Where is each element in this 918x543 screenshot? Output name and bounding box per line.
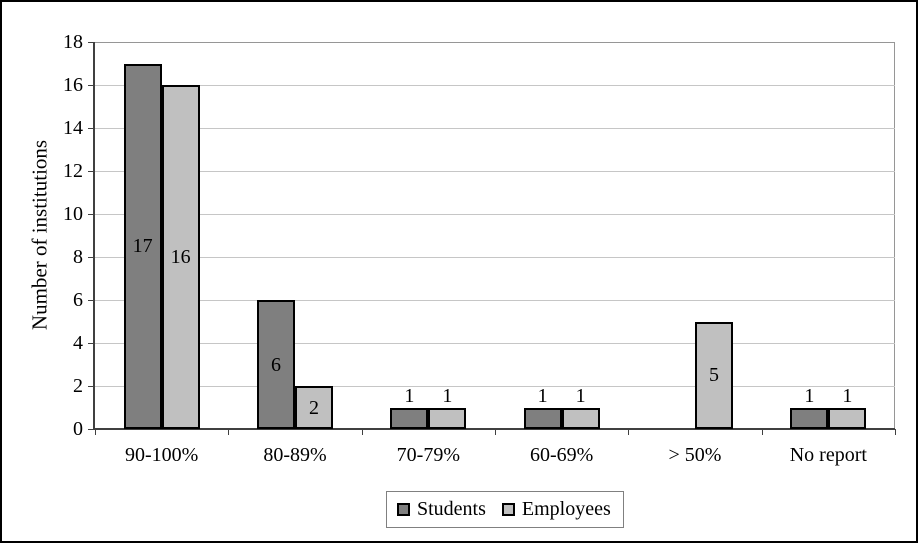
x-tick — [495, 429, 496, 435]
y-tick — [88, 342, 95, 344]
legend-swatch-employees — [501, 502, 515, 516]
x-category-label: > 50% — [668, 444, 722, 466]
y-tick — [88, 84, 95, 86]
bar-value-label: 1 — [804, 384, 815, 407]
legend-entry-employees: Employees — [501, 497, 611, 521]
bar-employees — [695, 321, 733, 429]
y-tick — [88, 127, 95, 129]
bar-employees — [428, 407, 467, 429]
bar-value-label: 5 — [709, 364, 719, 387]
y-tick-label: 8 — [73, 246, 83, 268]
y-tick-label: 2 — [73, 375, 83, 397]
y-tick — [88, 299, 95, 301]
y-tick-label: 0 — [73, 418, 83, 440]
y-tick — [88, 385, 95, 387]
x-category-label: 90-100% — [125, 444, 199, 466]
bar-students — [790, 407, 829, 429]
bar-value-label: 6 — [271, 353, 281, 376]
gridline — [95, 127, 895, 129]
y-tick — [88, 213, 95, 215]
y-axis-line — [93, 42, 95, 429]
x-tick — [95, 429, 96, 435]
bar-value-label: 1 — [842, 384, 853, 407]
gridline — [95, 385, 895, 387]
bar-students — [523, 407, 562, 429]
y-tick — [88, 41, 95, 43]
bar-value-label: 2 — [309, 396, 319, 419]
x-category-label: 60-69% — [530, 444, 594, 466]
legend: Students Employees — [386, 491, 624, 528]
bar-students — [390, 407, 429, 429]
plot-border-right — [894, 42, 895, 429]
x-tick — [361, 429, 363, 435]
gridline — [95, 299, 895, 301]
y-tick — [88, 170, 95, 172]
bar-value-label: 17 — [132, 235, 153, 258]
y-tick — [88, 428, 95, 430]
y-tick-label: 16 — [63, 74, 83, 96]
x-category-label: 80-89% — [263, 444, 327, 466]
y-tick-label: 14 — [63, 117, 83, 139]
x-axis-line — [93, 428, 895, 430]
gridline — [95, 213, 895, 215]
bar-students — [257, 300, 295, 429]
x-tick — [761, 429, 763, 435]
bar-employees — [828, 407, 867, 429]
bar-employees — [161, 85, 200, 429]
plot-area: 17 6 1 1 1 16 2 1 1 5 1 — [93, 42, 895, 430]
plot-border-top — [95, 42, 895, 43]
gridline — [95, 170, 895, 172]
y-tick-label: 10 — [63, 203, 83, 225]
x-category-label: 70-79% — [396, 444, 460, 466]
bar-employees — [295, 386, 333, 429]
bar-value-label: 16 — [170, 246, 191, 268]
gridline — [95, 256, 895, 258]
y-tick-label: 18 — [63, 31, 83, 53]
x-category-label: No report — [789, 444, 867, 466]
gridline — [95, 84, 895, 86]
x-tick — [628, 429, 630, 435]
gridline — [95, 342, 895, 344]
bar-employees — [561, 407, 600, 429]
bar-value-label: 1 — [442, 384, 453, 407]
legend-label: Students — [417, 498, 486, 520]
y-tick-label: 4 — [73, 332, 83, 354]
y-tick-label: 12 — [63, 160, 83, 182]
legend-swatch-students — [397, 502, 410, 516]
bar-students — [123, 63, 162, 429]
legend-label: Employees — [521, 498, 611, 520]
bar-value-label: 1 — [537, 384, 548, 407]
bar-value-label: 1 — [404, 384, 415, 407]
bar-value-label: 1 — [575, 384, 586, 407]
y-tick-label: 6 — [73, 289, 83, 311]
x-tick — [228, 429, 230, 435]
legend-entry-students: Students — [397, 497, 486, 521]
y-tick — [88, 256, 95, 258]
x-tick — [895, 429, 896, 435]
